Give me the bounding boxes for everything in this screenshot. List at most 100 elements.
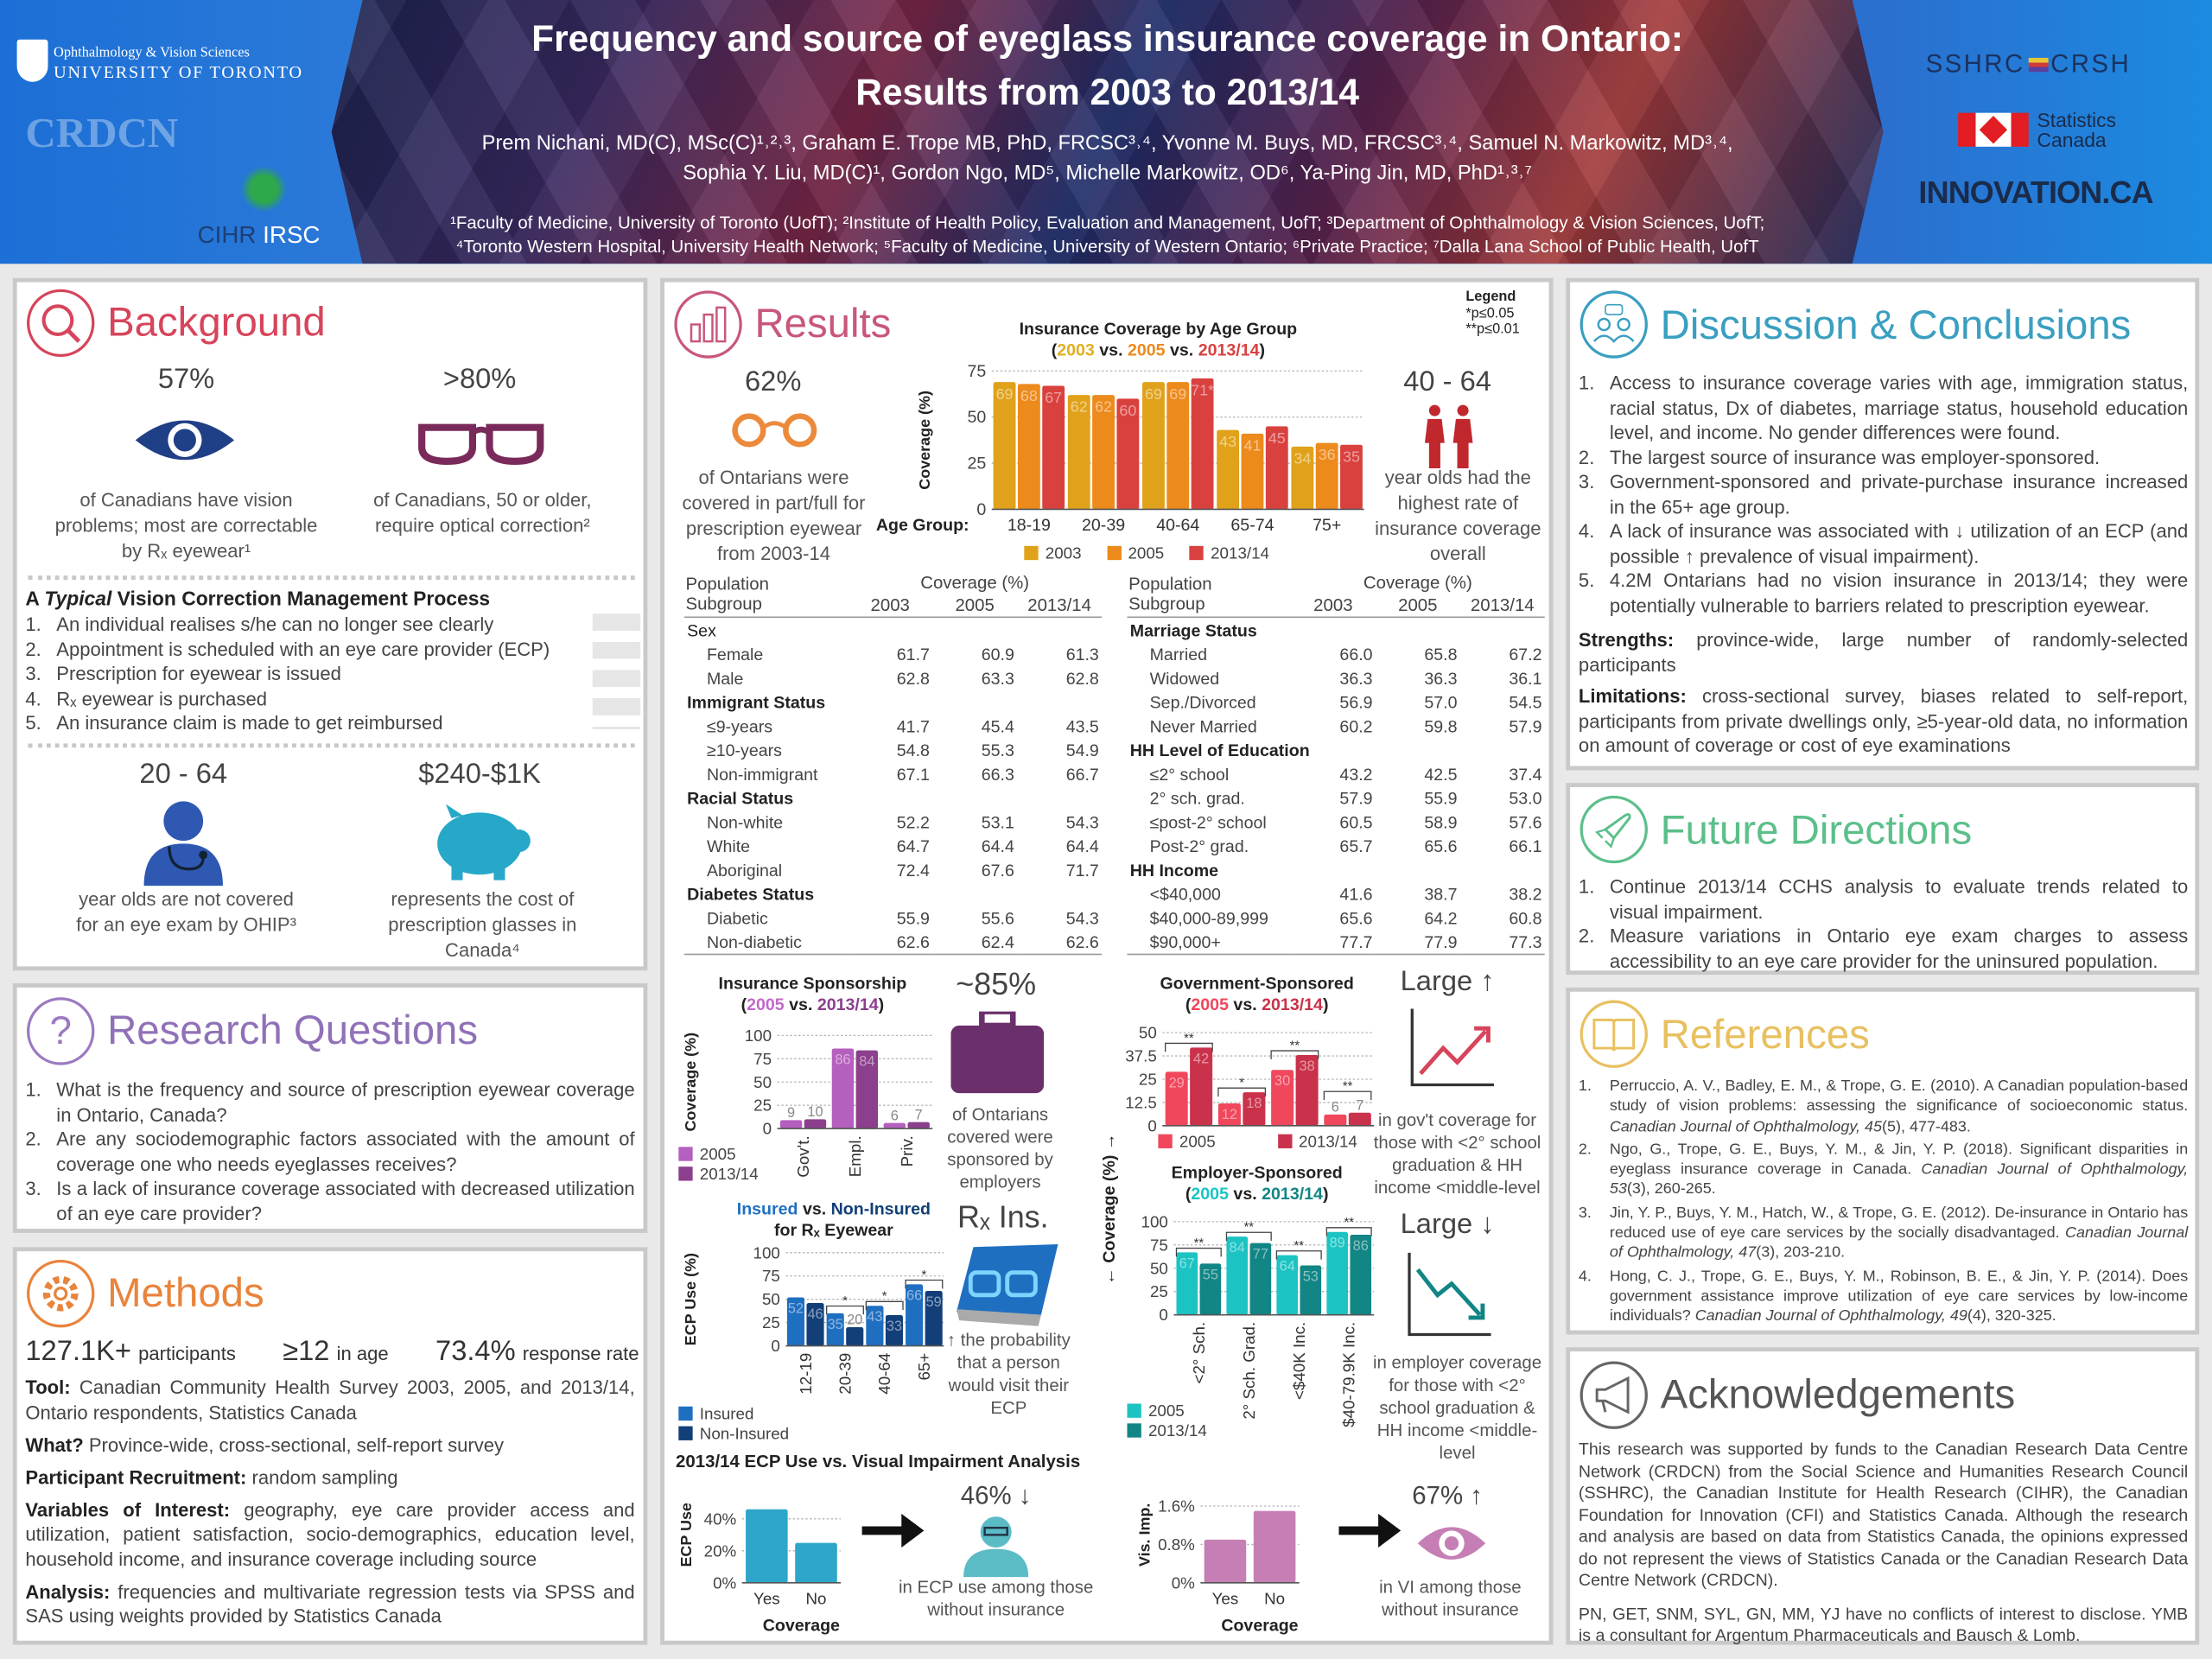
stat-cost: $240-$1K — [418, 759, 541, 791]
reference-journal: Canadian Journal of Ophthalmology, 47 — [1609, 1224, 2189, 1262]
header-mosaic-background — [331, 0, 1884, 264]
y-tick-label: 0 — [1147, 1116, 1156, 1131]
conclusion-item: 2. The largest source of insurance was em… — [1579, 445, 2188, 470]
row-label: Post-2° grad. — [1149, 836, 1249, 856]
x-tick-label: 2° Sch. Grad. — [1240, 1322, 1258, 1420]
y-axis-label: ECP Use — [677, 1503, 695, 1567]
y-axis-label: Coverage (%) — [916, 391, 933, 490]
acknowledgements-body: This research was supported by funds to … — [1579, 1439, 2188, 1647]
y-tick-label: 50 — [753, 1073, 772, 1091]
gov-chart-legend: 2005 2013/14 — [1158, 1133, 1357, 1153]
significance-marker: ** — [1343, 1080, 1353, 1094]
cell-value: 43.2 — [1339, 764, 1373, 784]
bar — [1300, 1265, 1322, 1315]
chart-subtitle-part: ( — [741, 995, 747, 1014]
employer-legend: 2005 2013/14 — [1127, 1402, 1207, 1442]
bar — [1217, 429, 1240, 510]
table-row: $40,000-89,999 65.6 64.2 60.8 — [1127, 906, 1544, 930]
row-label: White — [706, 836, 751, 856]
bar-value-label: 69 — [1145, 385, 1162, 403]
bar — [826, 1313, 844, 1346]
significance-bracket — [905, 1279, 944, 1289]
stat-20-64: 20 - 64 — [139, 759, 228, 791]
bar-value-label: 34 — [1294, 449, 1311, 467]
visual-impairment-coverage-chart: 0% 0.8% 1.6%Vis. Imp. Yes No Coverage — [1136, 1497, 1300, 1635]
eye-icon — [135, 420, 235, 461]
gear-icon — [27, 1259, 95, 1328]
cell-value: 57.0 — [1424, 691, 1458, 712]
bar — [1241, 433, 1264, 510]
bar — [993, 382, 1016, 510]
legend-swatch — [1277, 1134, 1292, 1148]
process-step: 5. An insurance claim is made to get reim… — [25, 711, 618, 736]
cell-value: 61.3 — [1065, 644, 1099, 664]
list-item-text: Government-sponsored and private-purchas… — [1609, 471, 2189, 518]
cell-value: 62.4 — [981, 931, 1014, 952]
y-tick-label: 40% — [704, 1510, 737, 1528]
stat-46-percent: 46% ↓ — [960, 1481, 1032, 1510]
legend-label: 2005 — [1128, 545, 1165, 563]
significance-marker: ** — [1290, 1039, 1300, 1052]
legend-label: Insured — [699, 1406, 754, 1424]
stat-large-down-caption: in employer coverage for those with <2° … — [1372, 1352, 1542, 1464]
y-tick-label: 20% — [704, 1541, 737, 1560]
list-item-text: A lack of insurance was associated with … — [1609, 520, 2189, 567]
methods-stat: ≥12 in age — [283, 1336, 388, 1369]
bar — [746, 1509, 788, 1583]
legend-swatch — [1106, 545, 1122, 561]
research-question: 2. Are any sociodemographic factors assoc… — [25, 1127, 634, 1176]
significance-bracket — [1225, 1231, 1272, 1242]
row-label: Sep./Divorced — [1149, 691, 1256, 712]
cell-value: 55.6 — [981, 907, 1014, 928]
employer-chart-title: Employer-Sponsored (2005 vs. 2013/14) — [1171, 1162, 1343, 1204]
x-tick-label: Priv. — [898, 1135, 916, 1166]
list-number: 3. — [1578, 1204, 1592, 1222]
stat-40-64: 40 - 64 — [1403, 366, 1491, 398]
y-axis-label: Coverage (%) — [682, 1033, 699, 1132]
year-header: 2003 — [1313, 594, 1353, 615]
significance-marker: * — [1239, 1077, 1244, 1090]
table-row: Female 61.7 60.9 61.3 — [684, 642, 1102, 666]
table-row: Never Married 60.2 59.8 57.9 — [1127, 714, 1544, 738]
x-tick-label: No — [1264, 1589, 1285, 1607]
x-tick-label: <2° Sch. — [1190, 1322, 1208, 1384]
chart-subtitle-part: vs. — [798, 1198, 831, 1219]
x-tick-label: Yes — [753, 1589, 780, 1607]
y-tick-label: 75 — [967, 362, 986, 381]
references-title: References — [1660, 1013, 1870, 1058]
bar — [1191, 378, 1214, 510]
table-row: $90,000+ 77.7 77.9 77.3 — [1127, 930, 1544, 955]
legend-item: Non-Insured — [678, 1425, 789, 1445]
table-row: Aboriginal 72.4 67.6 71.7 — [684, 858, 1102, 882]
cell-value: 57.9 — [1339, 787, 1373, 808]
significance-bracket — [1323, 1090, 1372, 1101]
bar — [1271, 1070, 1294, 1126]
bar-value-label: 55 — [1203, 1267, 1218, 1282]
cell-value: 61.7 — [896, 644, 930, 664]
cell-value: 72.4 — [896, 860, 930, 880]
bar-value-label: 60 — [1119, 402, 1136, 419]
cell-value: 45.4 — [981, 715, 1014, 736]
cell-value: 60.8 — [1509, 907, 1542, 928]
disclosure-text: PN, GET, SNM, SYL, GN, MM, YJ have no co… — [1578, 1603, 2189, 1645]
background-title: Background — [107, 300, 326, 346]
bar — [925, 1290, 943, 1346]
chart-subtitle-part: Insured — [736, 1198, 798, 1219]
legend-label: 2005 — [1179, 1134, 1216, 1152]
bar-value-label: 35 — [1343, 448, 1360, 465]
doctor-icon — [143, 801, 223, 887]
cell-value: 54.9 — [1065, 740, 1099, 760]
row-label: Non-white — [706, 811, 784, 832]
bar-chart-icon — [674, 290, 742, 359]
legend-label: 2005 — [699, 1147, 736, 1164]
cell-value: 77.7 — [1339, 931, 1373, 952]
methods-detail-text: Canadian Community Health Survey 2003, 2… — [25, 1376, 635, 1423]
cell-value: 62.6 — [1065, 931, 1099, 952]
list-number: 5. — [1578, 569, 1595, 592]
x-tick-label: 12-19 — [797, 1353, 815, 1395]
stat-57-caption: of Canadians have vision problems; most … — [54, 489, 318, 562]
stat-40-64-caption: year olds had the highest rate of insura… — [1375, 467, 1541, 565]
year-header: 2005 — [1398, 594, 1438, 615]
list-number: 4. — [25, 687, 41, 709]
bar — [885, 1314, 904, 1346]
